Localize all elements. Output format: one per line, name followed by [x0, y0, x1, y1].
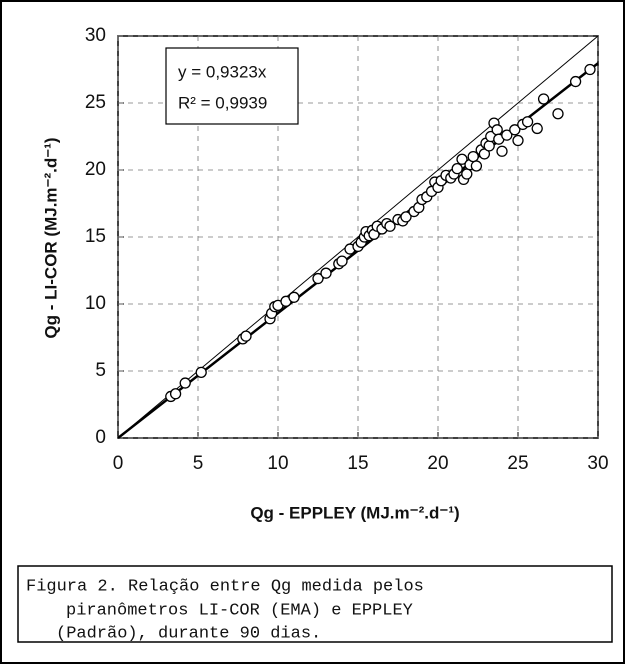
point: [491, 124, 503, 136]
x-tick-label: 10: [267, 453, 288, 474]
point: [569, 75, 582, 88]
point: [169, 388, 182, 400]
y-tick-label: 5: [95, 360, 106, 381]
point: [288, 291, 300, 303]
point: [501, 129, 513, 141]
point: [521, 116, 534, 128]
point: [531, 122, 543, 135]
point: [179, 377, 191, 389]
point: [336, 255, 348, 267]
point: [509, 124, 521, 136]
point: [584, 63, 596, 76]
point: [195, 366, 207, 378]
point: [537, 93, 550, 105]
point: [400, 211, 412, 223]
caption-line: piranômetros LI-COR (EMA) e EPPLEY: [66, 601, 413, 620]
caption-box: [17, 565, 613, 643]
x-tick-label: 25: [507, 453, 528, 474]
r-squared: R² = 0,9939: [178, 93, 267, 112]
point: [240, 330, 252, 342]
x-tick-label: 15: [347, 453, 368, 474]
x-tick-label: 0: [113, 453, 124, 474]
caption-line: (Padrão), durante 90 dias.: [56, 624, 321, 643]
point: [461, 168, 473, 180]
x-tick-label: 30: [587, 453, 608, 474]
y-tick-label: 25: [85, 92, 106, 113]
x-axis-label: Qg - EPPLEY (MJ.m⁻².d⁻¹): [250, 503, 459, 522]
caption-line: Figura 2. Relação entre Qg medida pelos: [26, 577, 424, 596]
point: [512, 134, 524, 147]
point: [312, 272, 324, 285]
trend-equation: y = 0,9323x: [178, 62, 267, 81]
point: [483, 140, 495, 152]
point: [456, 153, 468, 165]
x-tick-label: 5: [193, 453, 204, 474]
y-tick-label: 30: [85, 25, 106, 46]
y-tick-label: 0: [95, 427, 106, 448]
x-tick-label: 20: [427, 453, 448, 474]
point: [451, 163, 463, 175]
y-tick-label: 15: [85, 226, 106, 247]
point: [384, 220, 396, 232]
annotation-box: [165, 47, 299, 125]
y-axis-label: Qg - LI-COR (MJ.m⁻².d⁻¹): [41, 137, 60, 338]
point: [478, 148, 491, 160]
point: [496, 145, 508, 157]
point: [320, 267, 332, 279]
point: [552, 108, 564, 120]
y-tick-label: 10: [85, 293, 106, 314]
point: [470, 160, 483, 172]
y-tick-label: 20: [85, 159, 106, 180]
